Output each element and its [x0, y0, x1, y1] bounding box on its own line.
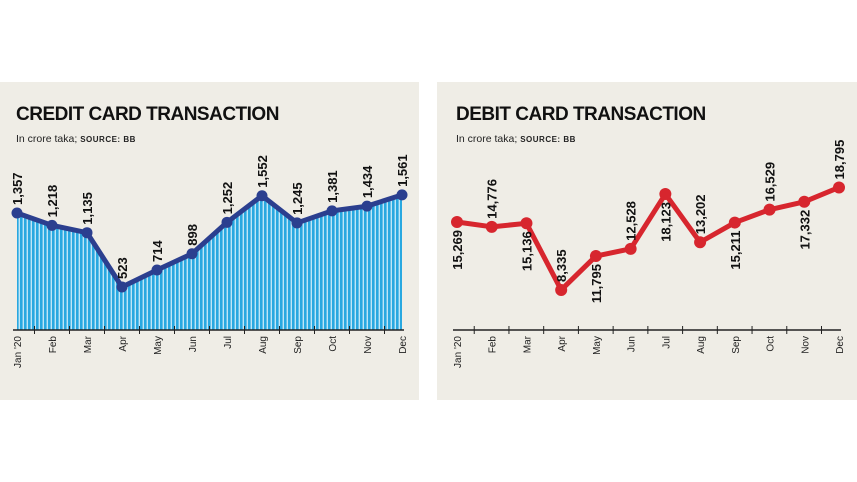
data-point	[798, 195, 811, 208]
debit-panel	[437, 82, 857, 400]
data-label: 16,529	[763, 162, 778, 202]
data-label: 14,776	[485, 179, 500, 219]
debit-chart: Jan '20 Feb Mar Apr May Jun Jul Aug Sep Oct Nov Dec…	[450, 140, 847, 368]
data-point	[291, 217, 303, 229]
x-tick-label: Jul	[223, 336, 234, 349]
data-label: 18,795	[832, 140, 847, 180]
data-point	[763, 203, 776, 216]
x-tick-label: May	[153, 336, 164, 355]
data-label: 15,136	[519, 231, 534, 271]
data-label: 1,218	[45, 185, 60, 218]
x-tick-label: Mar	[83, 335, 94, 353]
data-label: 1,135	[80, 192, 95, 225]
data-point	[520, 217, 533, 230]
data-label: 1,552	[255, 155, 270, 188]
x-tick-label: Nov	[800, 336, 811, 354]
data-label: 898	[185, 224, 200, 246]
data-point	[221, 216, 233, 228]
credit-chart: Jan '20 Feb Mar Apr May Jun Jul Aug Sep Oct Nov Dec…	[10, 154, 410, 368]
x-tick-label: Apr	[118, 335, 129, 351]
debit-subtitle: In crore taka; SOURCE: BB	[456, 133, 576, 145]
data-point	[485, 220, 498, 233]
x-tick-label: Nov	[363, 336, 374, 354]
data-point	[396, 189, 408, 201]
data-point	[589, 250, 602, 263]
data-point	[555, 283, 568, 296]
data-point	[624, 242, 637, 255]
data-point	[833, 181, 845, 194]
x-tick-label: Sep	[731, 336, 742, 354]
data-label: 15,269	[450, 230, 465, 270]
data-label: 12,528	[624, 201, 639, 241]
data-label: 714	[150, 240, 165, 262]
data-point	[81, 227, 93, 239]
data-label: 8,335	[554, 249, 569, 282]
x-tick-label: Aug	[258, 336, 269, 354]
data-point	[186, 248, 198, 260]
data-label: 15,211	[728, 231, 743, 270]
data-label: 1,381	[325, 170, 340, 203]
x-tick-label: Feb	[488, 336, 499, 354]
data-label: 1,434	[360, 165, 375, 198]
data-point	[326, 205, 338, 217]
data-point	[694, 236, 707, 249]
x-tick-label: Jun	[188, 336, 199, 352]
data-point	[116, 281, 128, 293]
data-point	[256, 190, 268, 202]
credit-subtitle: In crore taka; SOURCE: BB	[16, 133, 136, 145]
x-tick-label: Sep	[293, 336, 304, 354]
data-label: 1,561	[395, 154, 410, 187]
data-label: 17,332	[797, 210, 812, 250]
data-label: 1,252	[220, 182, 235, 215]
x-tick-label: Apr	[557, 335, 568, 351]
data-label: 13,202	[693, 194, 708, 234]
data-point	[151, 264, 163, 276]
data-point	[46, 219, 58, 231]
data-label: 523	[115, 257, 130, 279]
data-point	[361, 200, 373, 212]
data-label: 1,245	[290, 182, 305, 215]
area-fill	[17, 194, 402, 330]
data-label: 18,123	[658, 202, 673, 242]
credit-title: CREDIT CARD TRANSACTION	[16, 104, 279, 125]
x-tick-label: May	[592, 336, 603, 355]
x-tick-label: Jan '20	[453, 336, 464, 368]
data-label: 1,357	[10, 172, 25, 205]
x-tick-label: Jan '20	[13, 336, 24, 368]
x-tick-label: Jun	[627, 336, 638, 352]
x-tick-label: Dec	[835, 336, 846, 354]
x-tick-label: Feb	[48, 336, 59, 354]
debit-title: DEBIT CARD TRANSACTION	[456, 104, 706, 125]
x-tick-label: Jul	[661, 336, 672, 349]
data-label: 11,795	[589, 264, 604, 303]
x-tick-label: Mar	[522, 335, 533, 353]
data-point	[451, 216, 463, 228]
x-tick-label: Oct	[328, 336, 339, 352]
x-tick-label: Dec	[398, 336, 409, 354]
data-point	[728, 216, 741, 229]
data-point	[11, 207, 23, 219]
x-tick-label: Aug	[696, 336, 707, 354]
x-tick-label: Oct	[766, 336, 777, 352]
data-point	[659, 188, 672, 201]
series-line	[16, 192, 403, 290]
